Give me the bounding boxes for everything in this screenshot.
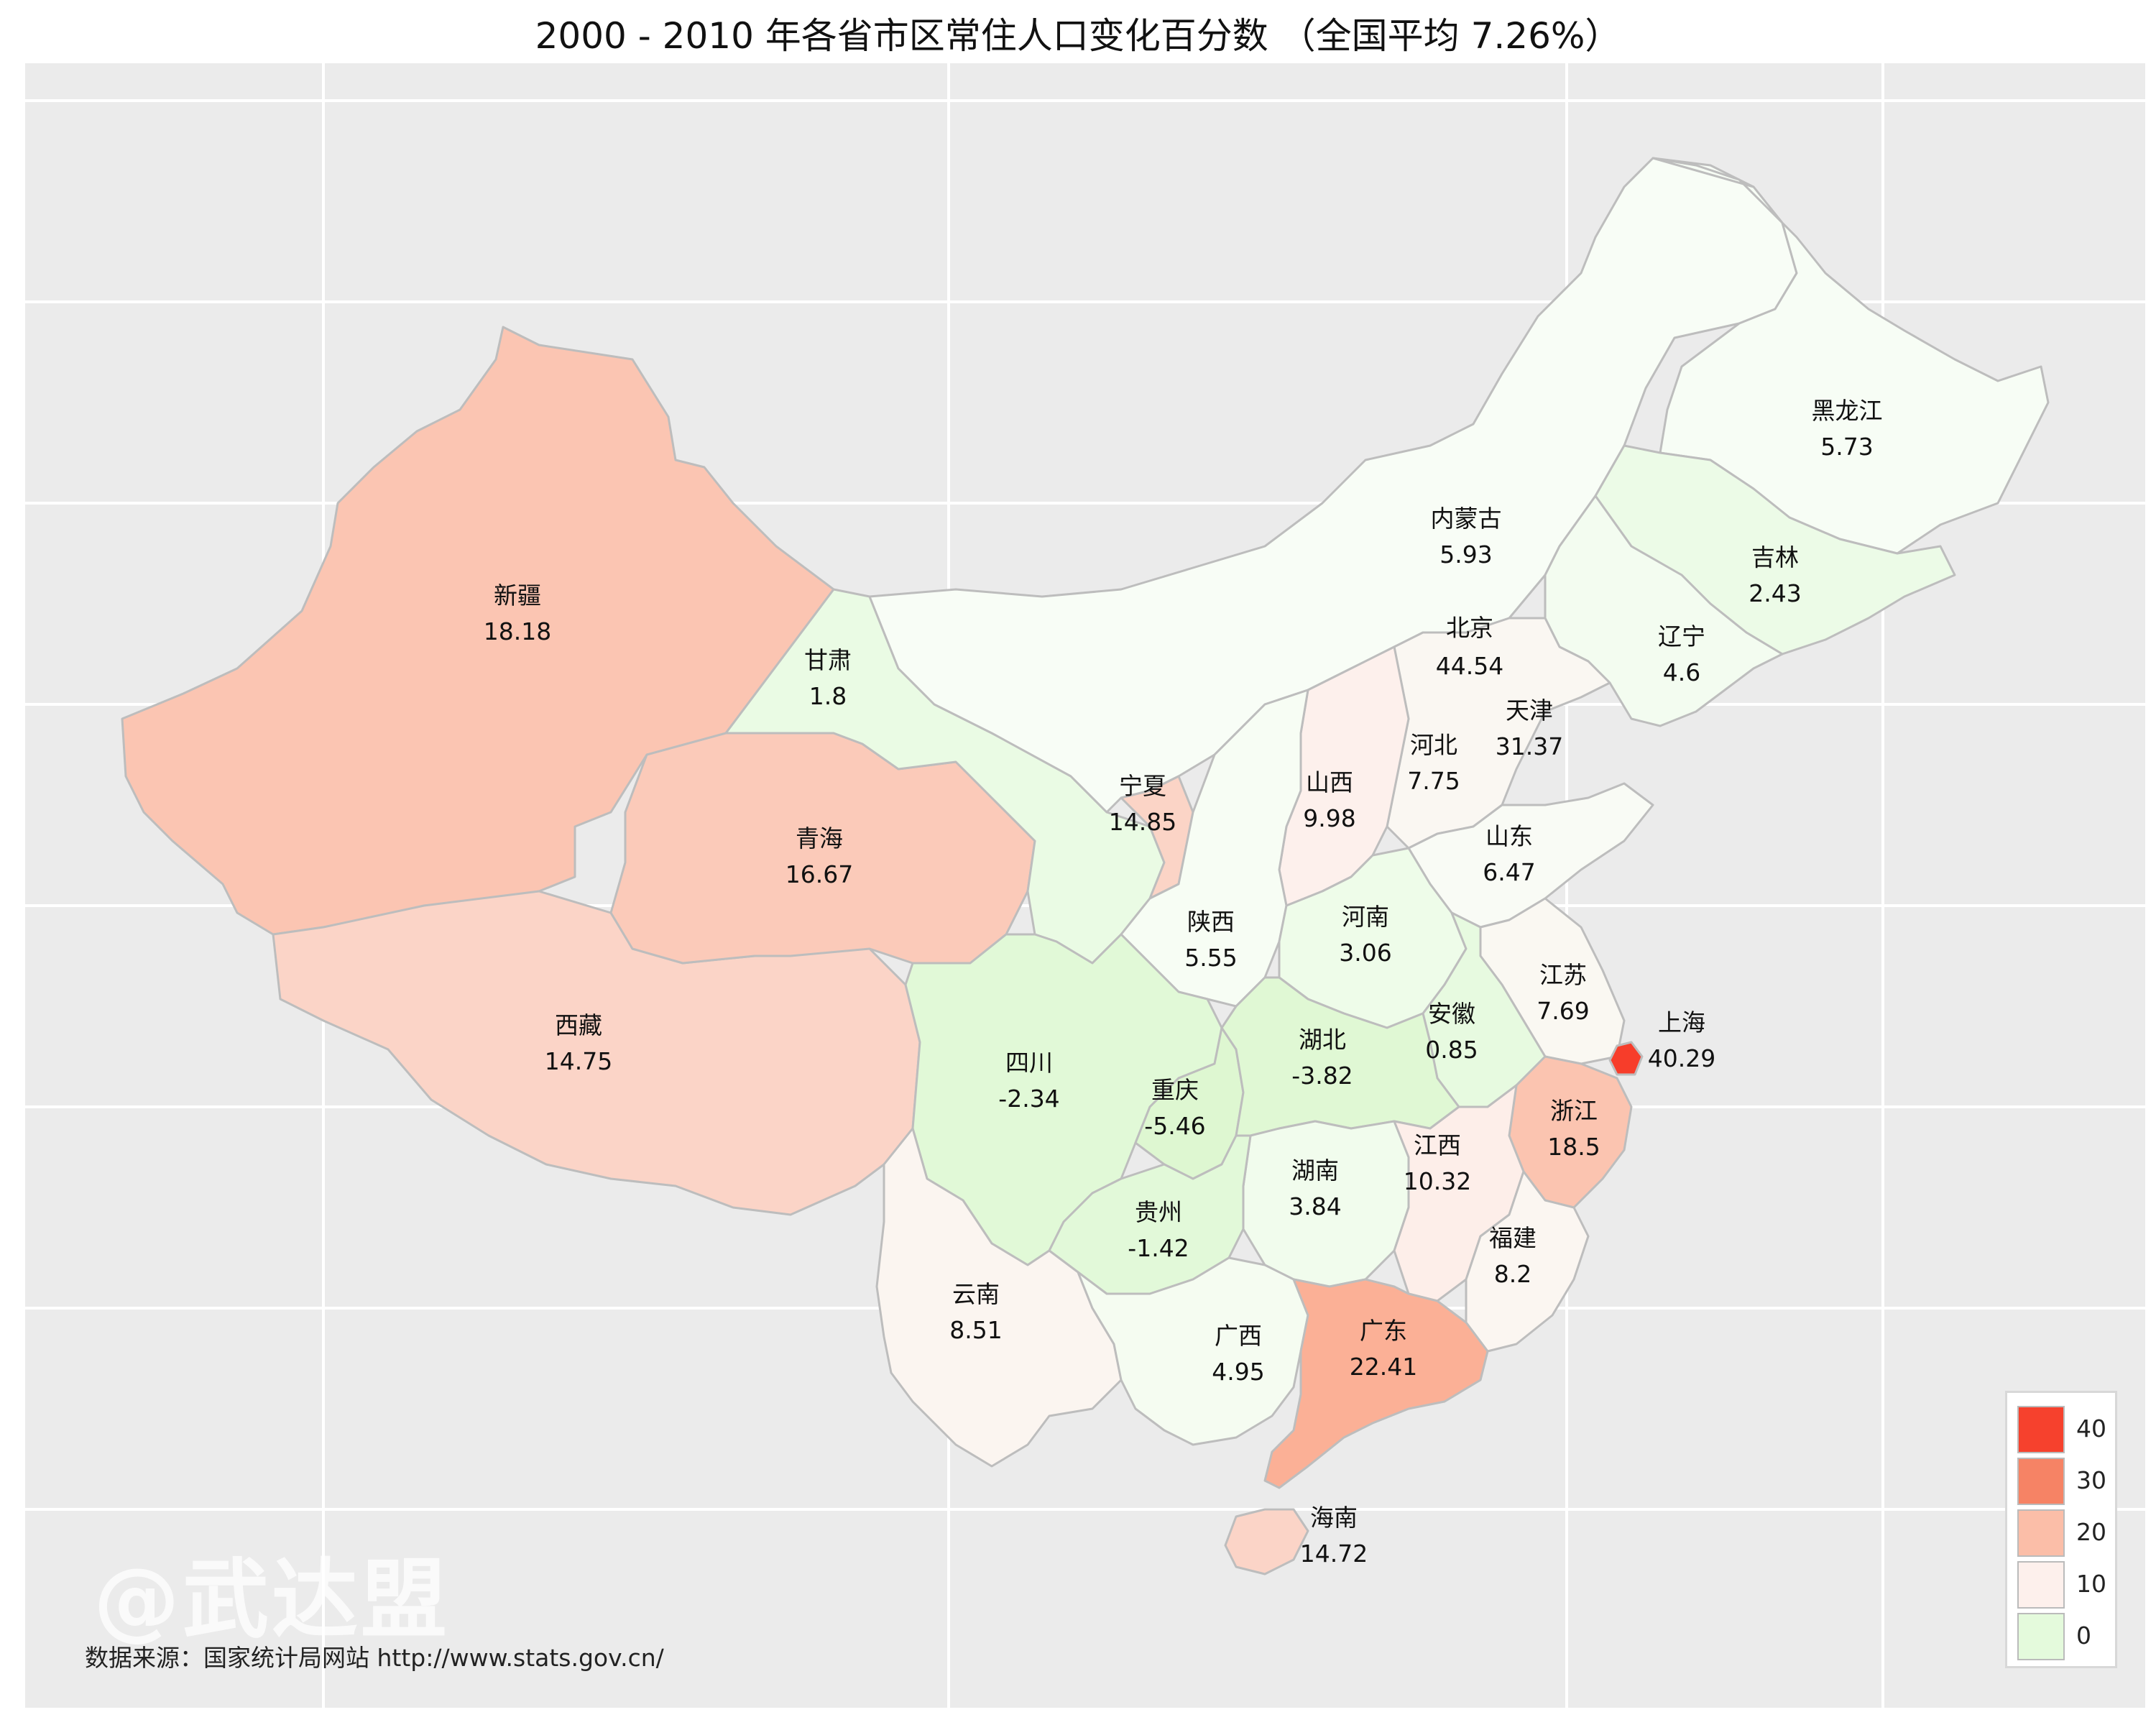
province-region	[1224, 1508, 1309, 1576]
province-value-label: 18.18	[484, 617, 551, 645]
province-name-label: 宁夏	[1119, 772, 1166, 800]
province-name-label: 新疆	[494, 581, 541, 610]
province-name-label: 海南	[1310, 1504, 1358, 1532]
legend-swatch	[2017, 1458, 2065, 1505]
legend-swatch	[2017, 1561, 2065, 1609]
province-value-label: 7.75	[1407, 767, 1460, 795]
province-region	[1263, 1278, 1489, 1489]
province-name-label: 湖南	[1291, 1156, 1339, 1184]
province-value-label: 22.41	[1350, 1353, 1417, 1381]
province-name-label: 天津	[1506, 696, 1553, 724]
province-regions	[121, 157, 2050, 1576]
province-value-label: 5.93	[1439, 540, 1492, 569]
province-name-label: 云南	[952, 1280, 1000, 1308]
province-name-label: 吉林	[1751, 543, 1799, 571]
legend-item: 10	[2017, 1561, 2111, 1609]
province-value-label: 5.55	[1184, 944, 1237, 972]
province-value-label: -2.34	[998, 1085, 1059, 1113]
province-labels: 新疆 18.18 西藏 14.75 青海 16.67 甘肃 1.8 内蒙古 5.93 黑龙江 5.73…	[484, 397, 1883, 1568]
province-region	[1077, 1256, 1309, 1446]
province-name-label: 山东	[1485, 822, 1533, 850]
province-name-label: 山西	[1306, 768, 1353, 796]
province-value-label: 18.5	[1547, 1133, 1600, 1161]
province-name-label: 广东	[1360, 1317, 1407, 1345]
legend-label: 40	[2076, 1414, 2106, 1443]
province-name-label: 上海	[1658, 1008, 1705, 1036]
province-name-label: 青海	[796, 824, 843, 852]
province-value-label: 10.32	[1404, 1167, 1471, 1195]
province-name-label: 江苏	[1539, 961, 1587, 989]
legend: 40 30 20 10 0	[2005, 1391, 2117, 1668]
legend-item: 0	[2017, 1613, 2111, 1660]
legend-swatch	[2017, 1406, 2065, 1453]
province-region	[875, 1127, 1123, 1468]
province-name-label: 重庆	[1151, 1076, 1199, 1104]
province-value-label: 14.85	[1109, 808, 1176, 836]
province-name-label: 西藏	[555, 1011, 602, 1039]
province-value-label: 7.69	[1537, 997, 1589, 1025]
province-name-label: 陕西	[1187, 908, 1235, 936]
province-value-label: 9.98	[1303, 804, 1355, 832]
legend-item: 30	[2017, 1458, 2111, 1505]
province-value-label: 44.54	[1436, 652, 1503, 680]
province-value-label: 2.43	[1749, 579, 1801, 607]
province-name-label: 四川	[1005, 1049, 1053, 1077]
province-value-label: 4.95	[1212, 1358, 1264, 1386]
province-name-label: 北京	[1446, 614, 1493, 642]
province-value-label: 5.73	[1820, 433, 1873, 461]
province-name-label: 贵州	[1135, 1198, 1182, 1226]
province-value-label: 8.51	[949, 1316, 1002, 1344]
province-name-label: 安徽	[1428, 1000, 1475, 1028]
watermark: @武达盟	[93, 1550, 450, 1650]
legend-swatch	[2017, 1509, 2065, 1557]
province-value-label: 14.72	[1300, 1540, 1368, 1568]
province-name-label: 内蒙古	[1431, 505, 1502, 533]
province-name-label: 河南	[1342, 903, 1389, 931]
province-region	[1651, 157, 2050, 555]
province-value-label: -5.46	[1144, 1112, 1205, 1140]
map-title: 2000 - 2010 年各省市区常住人口变化百分数 （全国平均 7.26%）	[535, 15, 1621, 57]
province-value-label: 3.84	[1289, 1192, 1341, 1220]
legend-label: 20	[2076, 1518, 2106, 1546]
province-name-label: 广西	[1215, 1322, 1262, 1350]
province-name-label: 浙江	[1550, 1097, 1598, 1125]
province-value-label: 6.47	[1483, 858, 1535, 886]
legend-label: 30	[2076, 1466, 2106, 1494]
province-name-label: 辽宁	[1658, 622, 1705, 650]
province-value-label: -3.82	[1291, 1062, 1353, 1090]
province-value-label: -1.42	[1128, 1234, 1189, 1262]
province-value-label: 31.37	[1496, 732, 1563, 760]
source-note: 数据来源：国家统计局网站 http://www.stats.gov.cn/	[85, 1644, 664, 1672]
province-value-label: 16.67	[786, 860, 853, 888]
province-value-label: 14.75	[545, 1047, 612, 1075]
legend-label: 10	[2076, 1570, 2106, 1598]
legend-label: 0	[2076, 1622, 2091, 1650]
province-name-label: 湖北	[1299, 1026, 1346, 1054]
legend-swatch	[2017, 1613, 2065, 1660]
province-value-label: 1.8	[809, 682, 847, 710]
province-name-label: 河北	[1410, 731, 1457, 759]
province-value-label: 40.29	[1648, 1044, 1715, 1072]
province-value-label: 4.6	[1663, 658, 1700, 686]
province-value-label: 3.06	[1339, 939, 1391, 967]
legend-item: 20	[2017, 1509, 2111, 1557]
province-name-label: 甘肃	[804, 646, 852, 674]
province-value-label: 8.2	[1494, 1260, 1531, 1288]
legend-item: 40	[2017, 1406, 2111, 1453]
province-name-label: 福建	[1489, 1224, 1537, 1252]
province-value-label: 0.85	[1425, 1036, 1478, 1064]
province-name-label: 江西	[1414, 1131, 1461, 1159]
province-region	[1608, 1041, 1644, 1076]
province-name-label: 黑龙江	[1812, 397, 1883, 425]
